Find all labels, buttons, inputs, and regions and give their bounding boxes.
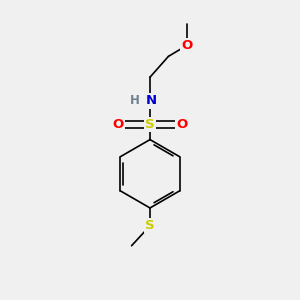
Text: H: H xyxy=(130,94,140,106)
Text: S: S xyxy=(145,118,155,131)
Text: N: N xyxy=(146,94,157,107)
Text: S: S xyxy=(145,219,155,232)
Text: O: O xyxy=(113,118,124,131)
Text: O: O xyxy=(181,39,193,52)
Text: O: O xyxy=(176,118,187,131)
